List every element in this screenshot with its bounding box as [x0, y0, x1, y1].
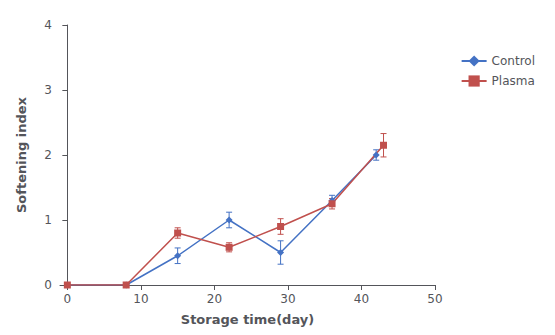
svg-text:4: 4 [44, 18, 52, 32]
svg-text:Plasma: Plasma [492, 74, 535, 88]
svg-text:3: 3 [44, 83, 52, 97]
svg-text:Storage time(day): Storage time(day) [181, 312, 314, 327]
svg-text:1: 1 [44, 213, 52, 227]
svg-text:0: 0 [44, 278, 52, 292]
svg-text:Control: Control [492, 54, 535, 68]
svg-text:2: 2 [44, 148, 52, 162]
svg-text:0: 0 [64, 292, 72, 306]
svg-text:20: 20 [207, 292, 222, 306]
svg-text:30: 30 [280, 292, 295, 306]
svg-text:40: 40 [354, 292, 369, 306]
svg-text:10: 10 [133, 292, 148, 306]
svg-text:Softening index: Softening index [14, 96, 29, 213]
svg-text:50: 50 [427, 292, 442, 306]
